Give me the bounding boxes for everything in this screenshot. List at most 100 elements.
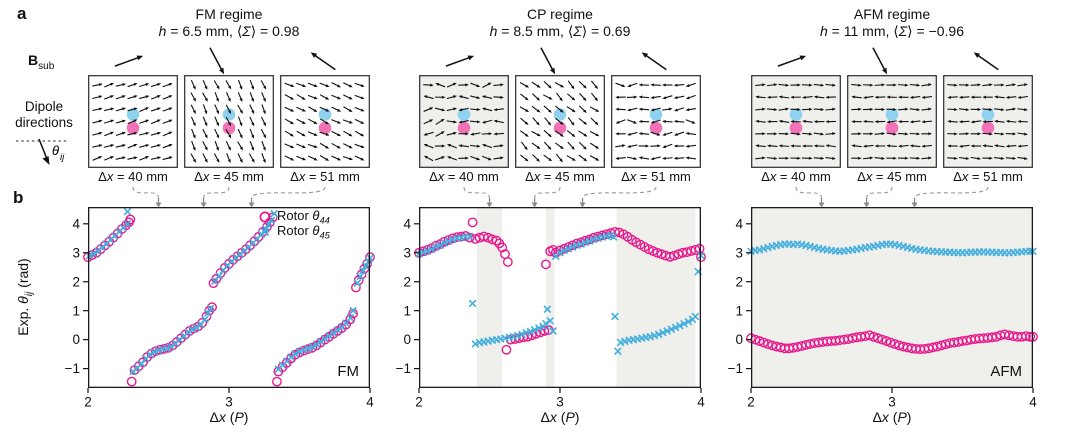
dipole-arrow-head — [1012, 132, 1017, 136]
dipole-arrow-head — [122, 107, 126, 111]
data-point-cross — [471, 340, 480, 348]
dipole-arrow-head — [239, 86, 243, 90]
dipole-arrow-head — [560, 145, 564, 150]
dipole-arrow-head — [673, 156, 678, 160]
data-point-cross — [654, 330, 663, 339]
y-axis-label: Exp. θij (rad) — [15, 227, 35, 367]
dipole-arrow-head — [559, 121, 564, 125]
dipole-arrow-head — [785, 132, 790, 136]
dipole-arrow-head — [904, 83, 909, 87]
dx-label: Δx = 51 mm — [621, 169, 691, 184]
bsub-direction-arrows — [445, 47, 667, 75]
y-tick-label: 3 — [735, 245, 743, 260]
dipole-arrow-head — [970, 120, 975, 124]
data-point-cross — [308, 343, 317, 351]
dipole-arrow-head — [349, 157, 353, 161]
dipole-arrow-head — [977, 107, 982, 111]
dipole-directions-label: Dipole directions — [2, 99, 86, 131]
shaded-band — [545, 207, 555, 388]
dipole-arrow-head — [458, 108, 463, 112]
dipole-arrow-head — [337, 108, 342, 112]
dipole-arrow-head — [192, 110, 196, 115]
rotor-marker-cyan — [553, 108, 567, 121]
dipole-arrow-head — [500, 156, 504, 160]
data-point-cross — [123, 219, 132, 228]
dipole-arrow-head — [168, 119, 173, 123]
dipole-arrow-head — [204, 85, 208, 90]
dipole-arrow-head — [858, 156, 862, 160]
dx-label: Δx = 51 mm — [953, 169, 1023, 184]
dipole-arrow-head — [547, 121, 552, 126]
data-point-circle — [348, 308, 358, 319]
dipole-arrow-head — [797, 132, 801, 136]
dipole-arrow-head — [869, 83, 874, 87]
dipole-arrow-head — [192, 97, 197, 102]
dipole-arrow-head — [548, 133, 552, 138]
dipole-arrow-head — [869, 156, 874, 160]
dipole-arrow-head — [898, 144, 902, 148]
data-point-cross — [419, 248, 428, 257]
dipole-arrow-head — [583, 146, 587, 150]
dipole-arrow-head — [954, 132, 958, 136]
theta-symbol: θ — [52, 143, 59, 158]
dipole-arrow-head — [785, 156, 790, 160]
data-point-circle — [487, 234, 498, 245]
dipole-arrow-head — [685, 96, 690, 100]
dipole-arrow-head — [482, 144, 486, 147]
dipole-arrow-head — [662, 156, 666, 160]
dipole-arrow-head — [862, 119, 867, 124]
dipole-arrow-head — [1000, 132, 1005, 136]
connector-dashed-lines — [795, 186, 989, 199]
dipole-arrow-head — [650, 120, 655, 124]
dipole-arrow-head — [337, 120, 342, 124]
dipole-arrow-head — [921, 95, 926, 99]
dx-label: Δx = 45 mm — [525, 169, 595, 184]
rotor-marker-magenta — [553, 121, 567, 135]
dipole-arrow-head — [958, 144, 963, 148]
dipole-arrow-head — [290, 108, 295, 112]
y-tick-label: −1 — [396, 361, 411, 376]
data-point-cross — [123, 207, 132, 216]
dipole-arrow-head — [615, 156, 620, 160]
dipole-arrow-head — [156, 119, 161, 123]
dipole-arrow-head — [465, 156, 469, 160]
data-point-cross — [361, 261, 370, 270]
dipole-arrow-head — [301, 96, 306, 100]
dipole-arrow-head — [1017, 120, 1022, 124]
dipole-arrow-head — [536, 84, 541, 88]
dipole-arrow-head — [325, 108, 330, 112]
data-point-circle — [272, 376, 282, 387]
dipole-arrow-head — [429, 107, 434, 111]
dipole-arrow-head — [239, 98, 243, 103]
dipole-arrow-head — [360, 145, 365, 148]
dipole-arrow-head — [571, 122, 575, 126]
dipole-arrow-head — [228, 122, 232, 127]
dipole-arrow-head — [916, 132, 921, 136]
dipole-arrow-head — [290, 145, 295, 149]
regime-params: h = 8.5 mm, ⟨Σ⟩ = 0.69 — [419, 23, 701, 40]
dipole-arrow-head — [916, 108, 921, 112]
b-sub-main: B — [28, 52, 39, 68]
dipole-arrow-head — [121, 131, 126, 135]
regime-title: CP regime — [527, 6, 593, 22]
rotor-marker-cyan — [222, 108, 236, 121]
data-point-cross — [201, 315, 209, 324]
dipole-arrow-head — [204, 158, 208, 163]
x-tick-label: 3 — [888, 395, 896, 410]
dipole-arrow-head — [441, 108, 446, 112]
dipole-arrow-head — [216, 158, 220, 163]
dipole-arrow-head — [133, 83, 138, 86]
dipole-arrow-head — [571, 157, 576, 161]
y-tick-label: 2 — [72, 274, 80, 289]
bsub-arrow-head — [136, 55, 144, 61]
dipole-arrow-head — [325, 145, 330, 149]
data-point-cross — [556, 248, 564, 257]
data-point-cross — [543, 305, 552, 314]
rotor-marker-cyan — [789, 108, 803, 121]
dipole-arrow-head — [673, 144, 678, 148]
data-point-cross — [526, 327, 535, 336]
dipole-arrow-head — [615, 120, 620, 124]
dipole-arrow-head — [965, 156, 970, 160]
dipole-arrow-head — [251, 98, 254, 103]
dipole-arrow-head — [928, 107, 932, 111]
